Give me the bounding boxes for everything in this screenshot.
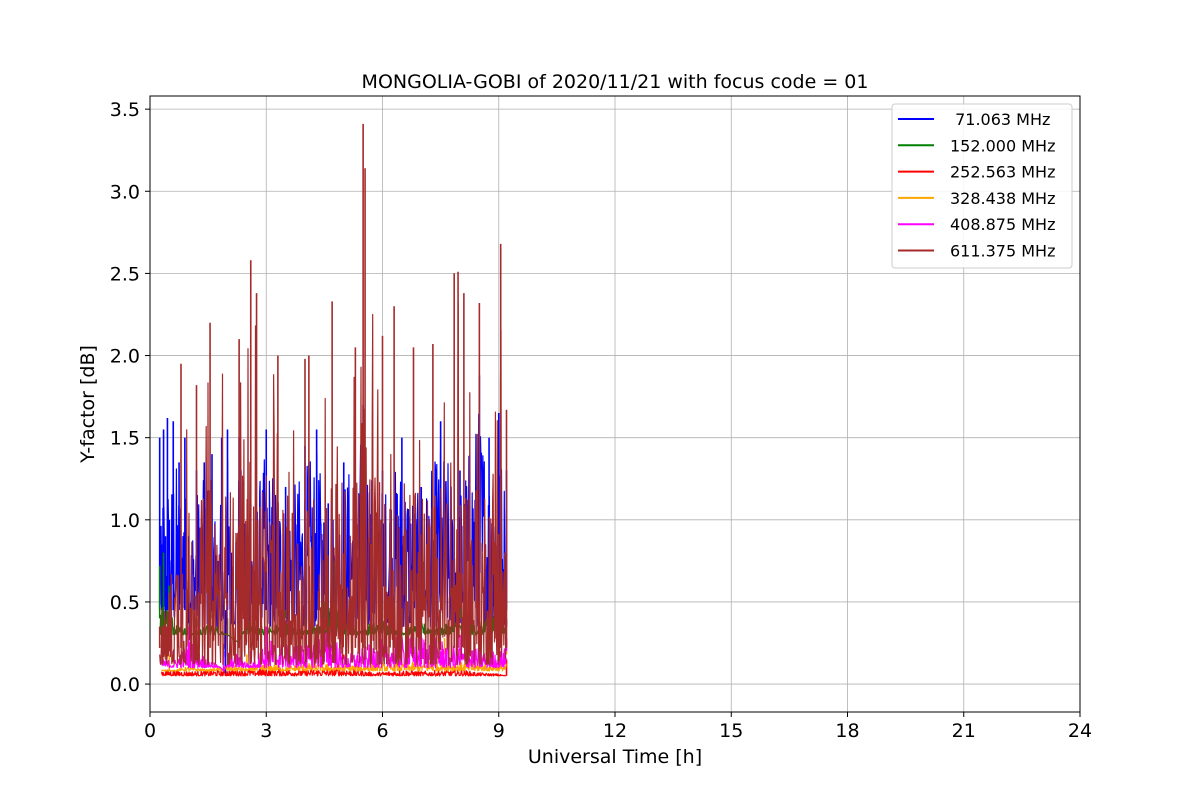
x-tick-label: 3 [260,720,272,742]
x-tick-label: 15 [719,720,743,742]
x-tick-label: 6 [376,720,388,742]
x-tick-label: 21 [952,720,976,742]
legend-label: 252.563 MHz [950,163,1055,182]
legend-label: 71.063 MHz [950,110,1050,129]
chart-title: MONGOLIA-GOBI of 2020/11/21 with focus c… [362,71,869,93]
y-tick-label: 2.5 [110,263,140,285]
x-tick-label: 18 [835,720,859,742]
x-tick-label: 9 [493,720,505,742]
y-tick-label: 3.5 [110,99,140,121]
y-tick-label: 1.5 [110,428,140,450]
y-axis-label: Y-factor [dB] [77,345,99,464]
legend-label: 611.375 MHz [950,242,1055,261]
plot-area [158,123,508,677]
x-tick-label: 24 [1068,720,1092,742]
series-line [158,375,508,676]
y-tick-label: 0.0 [110,674,140,696]
legend: 71.063 MHz 152.000 MHz 252.563 MHz 328.438 … [891,103,1073,269]
y-tick-label: 0.5 [110,592,140,614]
x-axis-label: Universal Time [h] [528,746,702,768]
y-axis-ticks: 0.0 0.5 1.0 1.5 2.0 2.5 3.0 3.5 [110,99,150,696]
x-axis-ticks: 0 3 6 9 12 15 18 21 24 [144,712,1092,742]
legend-label: 408.875 MHz [950,215,1055,234]
legend-box [891,103,1073,269]
series-path [161,667,507,677]
x-tick-label: 12 [603,720,627,742]
x-tick-label: 0 [144,720,156,742]
legend-label: 328.438 MHz [950,189,1055,208]
legend-label: 152.000 MHz [950,136,1055,155]
y-tick-label: 1.0 [110,510,140,532]
series-line [158,123,508,665]
y-tick-label: 2.0 [110,346,140,368]
y-tick-label: 3.0 [110,181,140,203]
series-path [161,658,507,672]
